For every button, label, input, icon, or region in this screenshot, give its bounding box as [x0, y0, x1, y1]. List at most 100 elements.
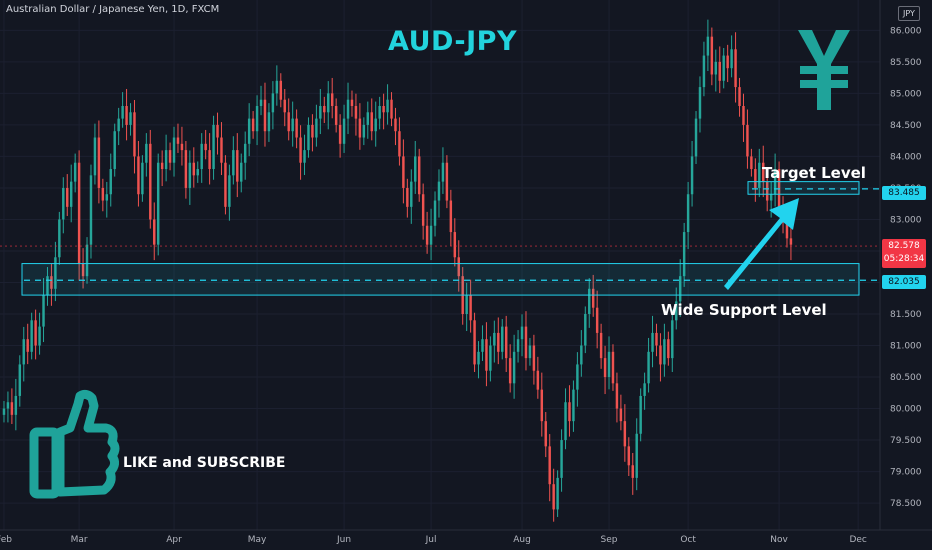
- candle-body: [77, 162, 81, 264]
- x-tick-label: Oct: [680, 535, 696, 545]
- candle-body: [38, 326, 41, 346]
- y-tick-label: 79.000: [890, 468, 922, 478]
- candle-body: [137, 156, 140, 195]
- candle-body: [671, 320, 674, 359]
- candle-body: [504, 326, 508, 359]
- candle-body: [390, 99, 393, 119]
- candle-body: [540, 389, 544, 422]
- candle-body: [591, 288, 595, 308]
- candle-body: [698, 87, 702, 119]
- candle-body: [69, 181, 73, 207]
- candle-body: [232, 150, 235, 176]
- candle-body: [734, 49, 737, 88]
- candle-body: [133, 112, 136, 157]
- candle-body: [457, 257, 460, 277]
- target-zone: [747, 181, 860, 195]
- candle-body: [26, 339, 29, 352]
- candle-body: [255, 106, 259, 132]
- y-tick-label: 84.500: [890, 121, 922, 131]
- x-tick-label: Dec: [849, 535, 866, 545]
- candle-body: [66, 187, 69, 207]
- x-axis[interactable]: FebMarAprMayJunJulAugSepOctNovDec2022: [0, 529, 932, 545]
- candle-body: [338, 124, 342, 144]
- candle-body: [228, 175, 231, 207]
- candle-body: [109, 169, 112, 195]
- x-tick-label: Aug: [513, 535, 531, 545]
- candle-body: [410, 181, 413, 207]
- candle-body: [485, 339, 488, 371]
- x-tick-label: Jul: [425, 535, 437, 545]
- candle-body: [267, 112, 271, 132]
- candle-body: [6, 402, 10, 409]
- candle-body: [627, 446, 631, 466]
- candle-body: [682, 232, 686, 277]
- candle-body: [299, 137, 302, 163]
- candle-body: [275, 80, 279, 94]
- candle-body: [382, 106, 385, 113]
- x-tick-label: Feb: [0, 535, 12, 545]
- candle-body: [22, 339, 25, 365]
- candle-body: [247, 118, 251, 144]
- y-tick-label: 81.500: [890, 310, 922, 320]
- candle-body: [623, 421, 627, 447]
- candle-body: [655, 332, 658, 346]
- candle-body: [536, 370, 540, 390]
- candle-body: [789, 238, 793, 245]
- candle-body: [263, 99, 267, 132]
- candle-body: [394, 118, 397, 132]
- candle-body: [200, 143, 203, 170]
- candle-body: [378, 106, 381, 119]
- candle-body: [556, 477, 559, 510]
- candle-body: [101, 187, 105, 201]
- candle-body: [398, 131, 401, 157]
- candle-body: [354, 106, 358, 119]
- candle-body: [105, 194, 109, 201]
- candle-body: [251, 118, 255, 132]
- candle-body: [113, 131, 116, 170]
- current-price-value: 82.578: [888, 241, 920, 251]
- candle-body: [568, 402, 571, 422]
- candle-body: [42, 295, 45, 327]
- candle-body: [208, 150, 211, 170]
- x-tick-label: Apr: [166, 535, 182, 545]
- candle-body: [512, 351, 516, 384]
- candle-body: [639, 395, 642, 434]
- support-zone: [21, 263, 860, 296]
- candle-body: [635, 433, 638, 478]
- candle-body: [481, 339, 484, 352]
- candle-body: [85, 244, 89, 277]
- candle-body: [489, 345, 492, 371]
- candle-body: [497, 332, 500, 352]
- candle-body: [718, 61, 721, 81]
- y-tick-label: 85.500: [890, 58, 922, 68]
- candle-body: [192, 162, 196, 176]
- candle-body: [678, 276, 682, 302]
- candle-body: [445, 162, 449, 201]
- candle-body: [417, 156, 421, 195]
- candle-body: [121, 106, 124, 119]
- candle-body: [421, 194, 425, 226]
- candle-body: [580, 345, 583, 365]
- candle-body: [14, 395, 18, 415]
- symbol-line[interactable]: Australian Dollar / Japanese Yen, 1D, FX…: [6, 4, 220, 15]
- candle-body: [611, 351, 615, 384]
- candle-body: [402, 156, 405, 188]
- candle-body: [327, 93, 330, 113]
- thumb-cuff: [29, 427, 61, 499]
- candle-body: [588, 288, 591, 314]
- candle-body: [10, 402, 14, 415]
- candle-body: [287, 112, 290, 132]
- candle-body: [469, 295, 472, 321]
- x-tick-label: Sep: [601, 535, 618, 545]
- candle-body: [334, 106, 338, 125]
- candle-body: [726, 55, 729, 69]
- y-tick-label: 80.000: [890, 405, 922, 415]
- candle-body: [560, 440, 563, 478]
- candle-body: [690, 156, 694, 195]
- candle-body: [785, 219, 789, 239]
- candle-body: [564, 402, 567, 441]
- candle-body: [710, 36, 714, 75]
- candle-body: [742, 106, 745, 125]
- candle-body: [576, 364, 579, 390]
- currency-button[interactable]: JPY: [898, 6, 920, 21]
